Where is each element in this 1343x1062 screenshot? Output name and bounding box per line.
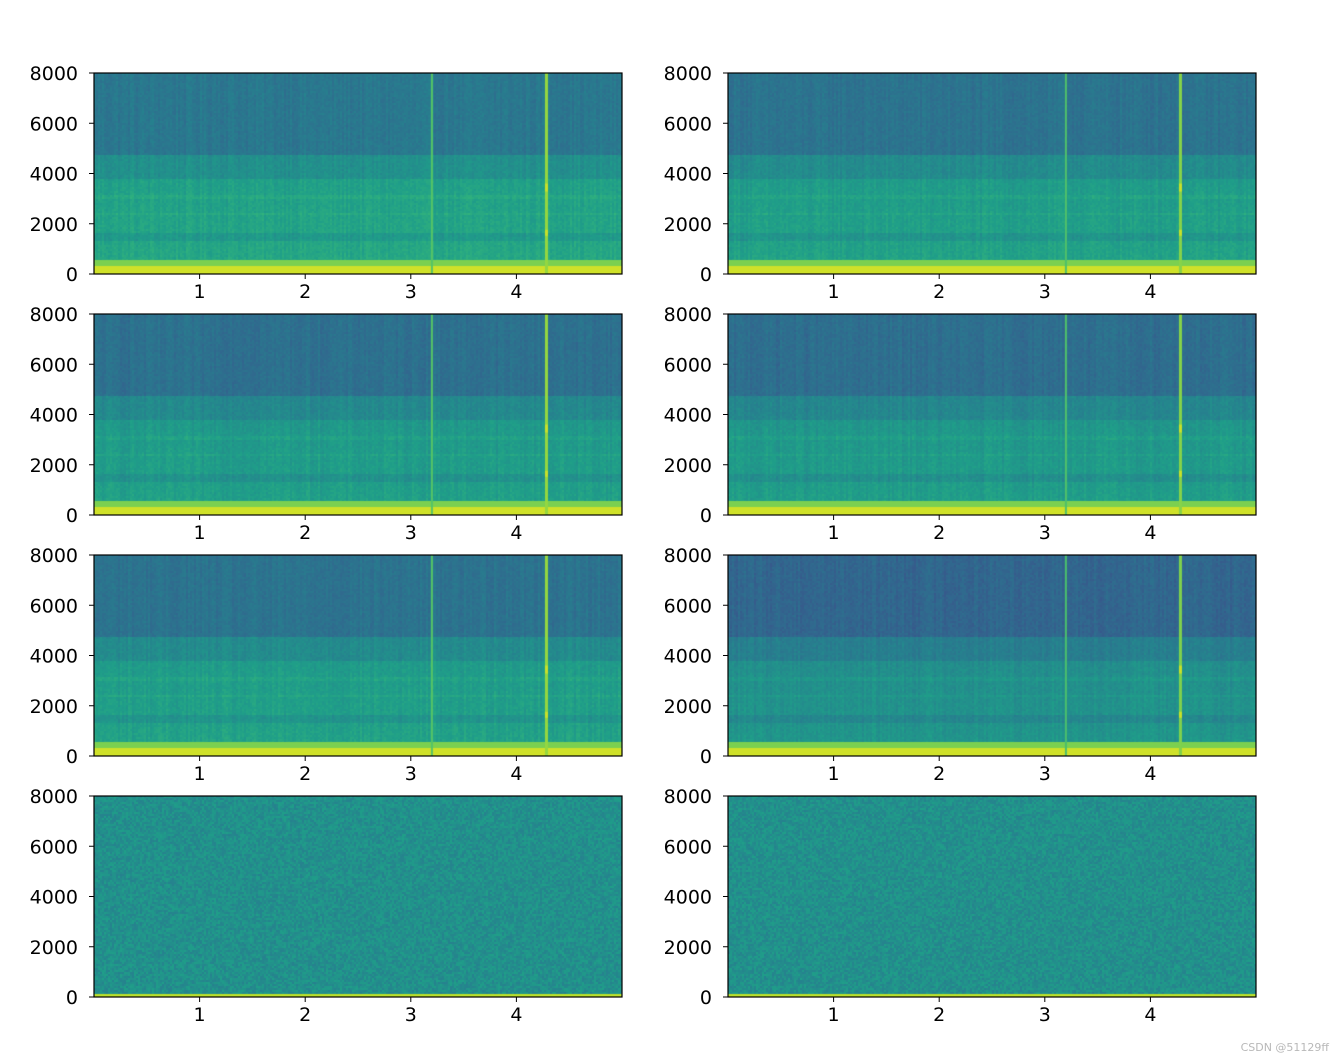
y-tick-label: 6000 [664, 354, 712, 376]
y-tick-label: 0 [700, 505, 712, 527]
y-tick-label: 0 [700, 746, 712, 768]
y-tick-label: 4000 [30, 887, 78, 909]
x-tick-label: 3 [405, 522, 417, 544]
y-tick-label: 0 [66, 746, 78, 768]
y-tick-label: 8000 [30, 63, 78, 85]
x-tick-label: 1 [194, 763, 206, 785]
x-tick-label: 3 [405, 1004, 417, 1026]
y-tick-label: 6000 [30, 354, 78, 376]
y-tick-label: 4000 [664, 405, 712, 427]
y-tick-label: 2000 [664, 696, 712, 718]
y-tick-label: 4000 [664, 646, 712, 668]
y-tick-label: 6000 [30, 836, 78, 858]
y-tick-label: 4000 [30, 405, 78, 427]
y-tick-label: 4000 [664, 164, 712, 186]
x-tick-label: 4 [510, 281, 522, 303]
spectrogram-image [94, 314, 622, 515]
y-tick-label: 6000 [664, 595, 712, 617]
spectrogram-image [728, 555, 1256, 756]
y-tick-label: 0 [66, 264, 78, 286]
y-tick-label: 4000 [30, 646, 78, 668]
x-tick-label: 2 [933, 763, 945, 785]
x-tick-label: 4 [1144, 522, 1156, 544]
x-tick-label: 3 [405, 281, 417, 303]
y-tick-label: 4000 [30, 164, 78, 186]
x-tick-label: 4 [1144, 763, 1156, 785]
spectrogram-image [728, 73, 1256, 274]
x-tick-label: 1 [194, 1004, 206, 1026]
spectrogram-subplot-7: 1 2 3 4 0 2000 4000 6000 8000 [30, 786, 623, 1026]
x-tick-label: 1 [828, 522, 840, 544]
y-tick-label: 0 [66, 987, 78, 1009]
y-tick-label: 0 [700, 264, 712, 286]
y-tick-label: 2000 [30, 937, 78, 959]
x-tick-label: 4 [1144, 281, 1156, 303]
spectrogram-subplot-4: 1 2 3 4 0 2000 4000 6000 8000 [664, 304, 1257, 544]
x-tick-label: 2 [933, 522, 945, 544]
spectrogram-subplot-2: 1 2 3 4 0 2000 4000 6000 8000 [664, 63, 1257, 303]
y-tick-label: 2000 [30, 696, 78, 718]
y-tick-label: 8000 [30, 786, 78, 808]
x-tick-label: 3 [1039, 1004, 1051, 1026]
y-tick-label: 0 [700, 987, 712, 1009]
x-tick-label: 3 [1039, 763, 1051, 785]
x-tick-label: 4 [510, 1004, 522, 1026]
x-tick-label: 4 [510, 763, 522, 785]
y-tick-label: 2000 [664, 937, 712, 959]
y-tick-label: 0 [66, 505, 78, 527]
x-tick-label: 1 [828, 281, 840, 303]
y-tick-label: 8000 [664, 786, 712, 808]
x-tick-label: 2 [299, 281, 311, 303]
y-tick-label: 8000 [664, 304, 712, 326]
x-tick-label: 2 [299, 1004, 311, 1026]
y-tick-label: 6000 [30, 113, 78, 135]
spectrogram-image [94, 73, 622, 274]
x-tick-label: 4 [1144, 1004, 1156, 1026]
spectrogram-image [728, 796, 1256, 997]
y-tick-label: 4000 [664, 887, 712, 909]
x-tick-label: 2 [933, 1004, 945, 1026]
spectrogram-subplot-6: 1 2 3 4 0 2000 4000 6000 8000 [664, 545, 1257, 785]
y-tick-label: 2000 [30, 214, 78, 236]
y-tick-label: 8000 [664, 545, 712, 567]
y-tick-label: 2000 [30, 455, 78, 477]
y-tick-label: 8000 [30, 545, 78, 567]
x-tick-label: 3 [1039, 281, 1051, 303]
y-tick-label: 8000 [664, 63, 712, 85]
x-tick-label: 1 [828, 763, 840, 785]
spectrogram-subplot-8: 1 2 3 4 0 2000 4000 6000 8000 [664, 786, 1257, 1026]
y-tick-label: 6000 [664, 836, 712, 858]
x-tick-label: 3 [1039, 522, 1051, 544]
y-tick-label: 6000 [664, 113, 712, 135]
y-tick-label: 2000 [664, 214, 712, 236]
x-tick-label: 2 [933, 281, 945, 303]
x-tick-label: 2 [299, 522, 311, 544]
x-tick-label: 1 [194, 281, 206, 303]
x-tick-label: 3 [405, 763, 417, 785]
x-tick-label: 2 [299, 763, 311, 785]
spectrogram-subplot-3: 1 2 3 4 0 2000 4000 6000 8000 [30, 304, 623, 544]
spectrogram-subplot-1: 1 2 3 4 0 2000 4000 6000 8000 [30, 63, 623, 303]
x-tick-label: 1 [194, 522, 206, 544]
y-tick-label: 2000 [664, 455, 712, 477]
spectrogram-image [728, 314, 1256, 515]
spectrogram-image [94, 796, 622, 997]
watermark: CSDN @51129ff [1240, 1041, 1329, 1054]
spectrogram-subplot-5: 1 2 3 4 0 2000 4000 6000 8000 [30, 545, 623, 785]
y-tick-label: 6000 [30, 595, 78, 617]
x-tick-label: 4 [510, 522, 522, 544]
x-tick-label: 1 [828, 1004, 840, 1026]
y-tick-label: 8000 [30, 304, 78, 326]
spectrogram-image [94, 555, 622, 756]
